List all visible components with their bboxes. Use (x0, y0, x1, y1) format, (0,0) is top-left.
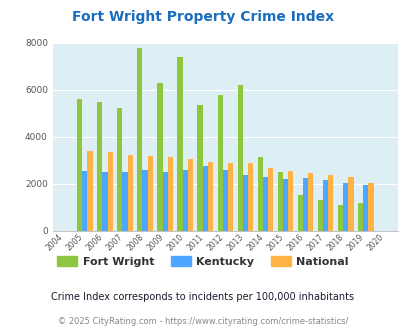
Bar (247, 163, 253, 231)
Bar (188, 159, 192, 231)
Text: Fort Wright Property Crime Index: Fort Wright Property Crime Index (72, 10, 333, 24)
Bar (142, 170, 147, 231)
Bar (242, 175, 247, 231)
Bar (297, 195, 302, 231)
Bar (322, 181, 328, 231)
Bar (237, 85, 242, 231)
Bar (87, 151, 92, 231)
Bar (122, 172, 127, 231)
Bar (357, 203, 362, 231)
Bar (222, 170, 227, 231)
Bar (197, 105, 202, 231)
Bar (107, 152, 113, 231)
Bar (267, 168, 273, 231)
Bar (367, 183, 373, 231)
Bar (162, 172, 167, 231)
Text: © 2025 CityRating.com - https://www.cityrating.com/crime-statistics/: © 2025 CityRating.com - https://www.city… (58, 317, 347, 326)
Bar (117, 108, 122, 231)
Bar (257, 157, 262, 231)
Bar (362, 185, 367, 231)
Bar (217, 95, 222, 231)
Bar (127, 154, 132, 231)
Bar (262, 177, 267, 231)
Bar (182, 170, 188, 231)
Bar (77, 99, 82, 231)
Bar (177, 57, 182, 231)
Bar (227, 163, 232, 231)
Bar (97, 102, 102, 231)
Bar (288, 171, 293, 231)
Text: Crime Index corresponds to incidents per 100,000 inhabitants: Crime Index corresponds to incidents per… (51, 292, 354, 302)
Legend: Fort Wright, Kentucky, National: Fort Wright, Kentucky, National (52, 251, 353, 271)
Bar (82, 171, 87, 231)
Bar (277, 172, 282, 231)
Bar (157, 83, 162, 231)
Bar (302, 178, 307, 231)
Bar (167, 157, 173, 231)
Bar (202, 166, 207, 231)
Bar (342, 183, 347, 231)
Bar (207, 162, 213, 231)
Bar (137, 48, 142, 231)
Bar (307, 173, 313, 231)
Bar (282, 179, 288, 231)
Bar (102, 172, 107, 231)
Bar (337, 205, 342, 231)
Bar (328, 175, 333, 231)
Bar (147, 156, 153, 231)
Bar (347, 177, 353, 231)
Bar (317, 200, 322, 231)
